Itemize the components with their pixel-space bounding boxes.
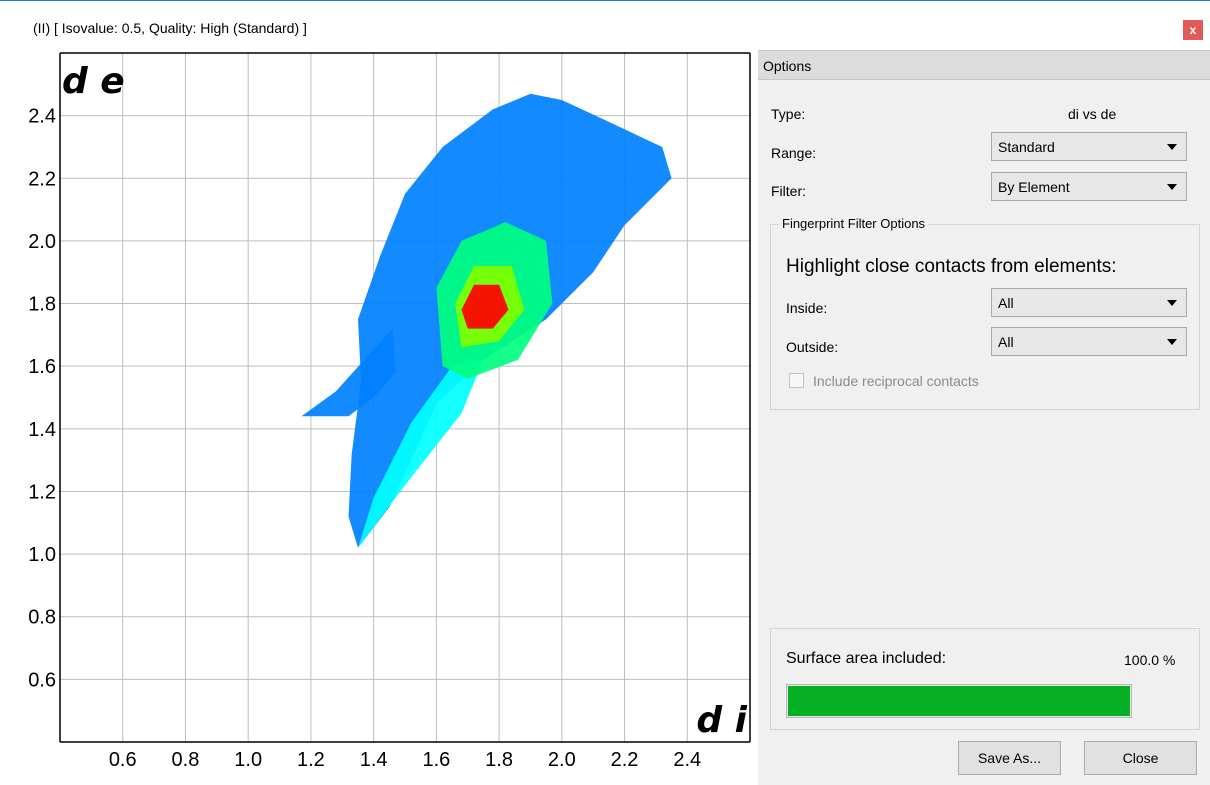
options-header-label: Options	[763, 58, 812, 74]
surface-area-progress-bar	[786, 684, 1132, 718]
range-dropdown-value: Standard	[998, 139, 1055, 155]
surface-area-label: Surface area included:	[786, 650, 947, 667]
range-dropdown[interactable]: Standard	[991, 132, 1187, 161]
x-tick-label: 1.8	[485, 749, 513, 771]
fingerprint-filter-group-title: Fingerprint Filter Options	[779, 216, 929, 231]
highlight-heading: Highlight close contacts from elements:	[786, 256, 1117, 277]
surface-area-value: 100.0 %	[1124, 652, 1176, 668]
y-tick-label: 2.0	[28, 231, 56, 253]
window-title: (II) [ Isovalue: 0.5, Quality: High (Sta…	[33, 20, 307, 36]
x-tick-label: 2.4	[673, 749, 701, 771]
x-tick-label: 1.6	[422, 749, 450, 771]
outside-dropdown[interactable]: All	[991, 327, 1187, 356]
inside-label: Inside:	[786, 300, 828, 316]
type-value: di vs de	[1068, 106, 1117, 122]
y-tick-label: 2.2	[28, 168, 56, 190]
filter-dropdown-value: By Element	[998, 179, 1070, 195]
reciprocal-contacts-checkbox[interactable]	[789, 373, 804, 388]
filter-dropdown[interactable]: By Element	[991, 172, 1187, 201]
y-axis-label: d e	[62, 61, 125, 102]
surface-area-progress-fill	[788, 686, 1130, 716]
y-tick-label: 0.8	[28, 607, 56, 629]
options-header: Options	[758, 50, 1210, 80]
chevron-down-icon	[1167, 184, 1177, 190]
x-axis-label: d i	[696, 700, 747, 741]
y-tick-label: 1.2	[28, 481, 56, 503]
fingerprint-filter-group	[770, 224, 1200, 410]
range-label: Range:	[771, 145, 817, 161]
x-tick-label: 1.2	[297, 749, 325, 771]
save-as-button[interactable]: Save As...	[958, 741, 1061, 775]
fingerprint-plot: 0.6 0.8 1.0 1.2 1.4 1.6 1.8 2.0 2.2 2.4 0.6 0.8 1.0 1…	[28, 52, 751, 771]
y-tick-label: 0.6	[28, 669, 56, 691]
y-tick-label: 1.6	[28, 356, 56, 378]
y-tick-label: 2.4	[28, 106, 56, 128]
type-label: Type:	[771, 106, 806, 122]
x-tick-label: 2.2	[611, 749, 639, 771]
outside-label: Outside:	[786, 339, 839, 355]
inside-dropdown-value: All	[998, 295, 1014, 311]
x-tick-label: 1.0	[234, 749, 262, 771]
x-tick-label: 1.4	[360, 749, 388, 771]
y-tick-label: 1.0	[28, 544, 56, 566]
close-button[interactable]: Close	[1084, 741, 1197, 775]
filter-label: Filter:	[771, 183, 806, 199]
close-window-button[interactable]: x	[1183, 20, 1203, 40]
x-tick-label: 0.8	[172, 749, 200, 771]
chevron-down-icon	[1167, 300, 1177, 306]
heatmap-region-diagonal-streak	[358, 359, 484, 548]
surface-area-group	[770, 628, 1200, 730]
outside-dropdown-value: All	[998, 334, 1014, 350]
chevron-down-icon	[1167, 339, 1177, 345]
window-top-border	[0, 0, 1210, 1]
heatmap-region-hot-core	[461, 284, 509, 329]
y-tick-label: 1.4	[28, 419, 56, 441]
inside-dropdown[interactable]: All	[991, 288, 1187, 317]
x-tick-label: 0.6	[109, 749, 137, 771]
x-tick-label: 2.0	[548, 749, 576, 771]
heatmap-region-left-spike	[301, 328, 396, 417]
chevron-down-icon	[1167, 144, 1177, 150]
options-panel: Options Type: di vs de Range: Standard F…	[758, 50, 1210, 785]
y-tick-label: 1.8	[28, 294, 56, 316]
reciprocal-contacts-label: Include reciprocal contacts	[813, 373, 979, 389]
